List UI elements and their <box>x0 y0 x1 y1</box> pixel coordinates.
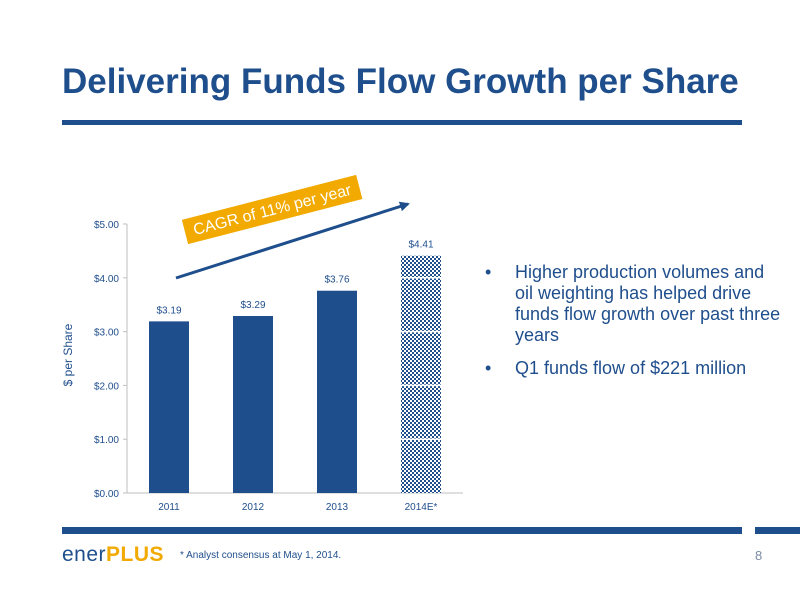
bar-value-label: $3.29 <box>240 300 265 311</box>
bar-2012 <box>233 315 273 493</box>
cagr-banner <box>181 174 363 245</box>
bullet-item: • Higher production volumes and oil weigh… <box>485 262 785 346</box>
bar-value-label: $4.41 <box>408 240 433 251</box>
y-tick-label: $3.00 <box>94 328 119 339</box>
bullet-text: Q1 funds flow of $221 million <box>515 358 747 378</box>
footer-rule <box>62 527 742 534</box>
x-tick-label: 2014E* <box>405 502 438 513</box>
enerplus-logo: enerPLUS <box>62 543 165 566</box>
bar-value-label: $3.76 <box>324 275 349 286</box>
footnote: * Analyst consensus at May 1, 2014. <box>180 550 342 561</box>
slide-title: Delivering Funds Flow Growth per Share <box>62 62 739 101</box>
bar-2013 <box>317 290 357 493</box>
bar-2011 <box>149 321 189 493</box>
y-tick-label: $5.00 <box>94 220 119 231</box>
footer-rule-right <box>755 527 800 534</box>
x-tick-label: 2013 <box>326 502 349 513</box>
cagr-arrow <box>175 201 410 280</box>
cagr-annotation: CAGR of 11% per year <box>175 174 410 280</box>
x-tick-label: 2012 <box>242 502 265 513</box>
bullet-item: • Q1 funds flow of $221 million <box>485 358 785 379</box>
x-tick-label: 2011 <box>158 502 180 513</box>
bullet-symbol: • <box>485 358 492 378</box>
bar-2014e <box>401 255 441 493</box>
y-tick-label: $1.00 <box>94 435 119 446</box>
bar-value-label: $3.19 <box>156 305 181 316</box>
y-tick-label: $4.00 <box>94 274 119 285</box>
title-rule <box>62 120 742 125</box>
bullet-list: • Higher production volumes and oil weigh… <box>485 262 785 391</box>
y-axis-label: $ per Share <box>61 323 75 386</box>
y-tick-label: $2.00 <box>94 381 119 392</box>
y-tick-label: $0.00 <box>94 489 119 500</box>
bullet-text: Higher production volumes and oil weight… <box>515 262 781 345</box>
page-number: 8 <box>755 548 763 563</box>
bullet-symbol: • <box>485 262 492 282</box>
